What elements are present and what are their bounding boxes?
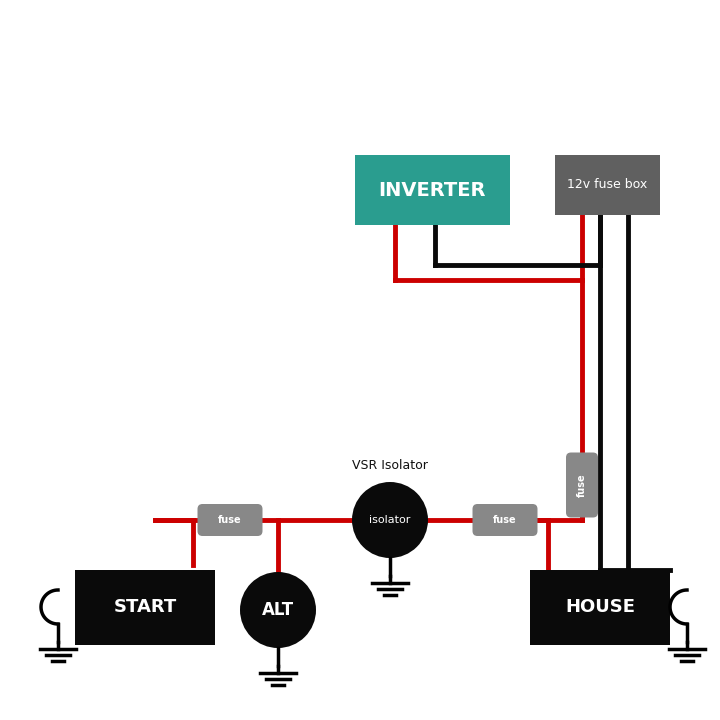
- Text: HOUSE: HOUSE: [565, 598, 635, 616]
- FancyBboxPatch shape: [555, 155, 660, 215]
- Text: ALT: ALT: [262, 601, 294, 619]
- FancyBboxPatch shape: [566, 452, 598, 518]
- Text: INVERTER: INVERTER: [379, 181, 486, 199]
- FancyBboxPatch shape: [355, 155, 510, 225]
- Text: START: START: [113, 598, 176, 616]
- Text: fuse: fuse: [218, 515, 242, 525]
- FancyBboxPatch shape: [530, 570, 670, 645]
- Text: fuse: fuse: [577, 473, 587, 497]
- Circle shape: [240, 572, 316, 648]
- Text: isolator: isolator: [369, 515, 410, 525]
- FancyBboxPatch shape: [75, 570, 215, 645]
- FancyBboxPatch shape: [197, 504, 263, 536]
- Text: fuse: fuse: [493, 515, 517, 525]
- FancyBboxPatch shape: [472, 504, 538, 536]
- Circle shape: [352, 482, 428, 558]
- Text: VSR Isolator: VSR Isolator: [352, 459, 428, 472]
- Text: 12v fuse box: 12v fuse box: [567, 179, 647, 192]
